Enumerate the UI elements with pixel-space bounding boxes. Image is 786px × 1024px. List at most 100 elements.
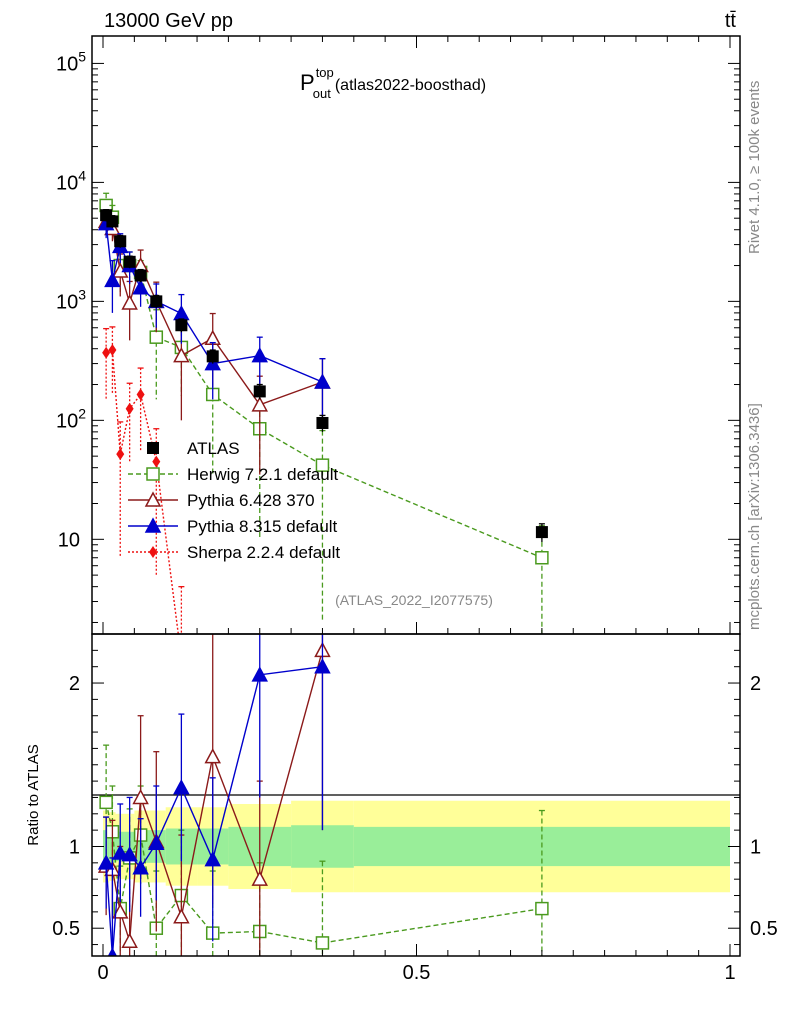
- data-point: [535, 550, 549, 565]
- energy-label: 13000 GeV pp: [104, 10, 233, 32]
- series-4: [102, 326, 185, 664]
- ratio-series-3: [97, 634, 331, 956]
- legend-marker: [149, 546, 157, 558]
- ratio-line: [105, 665, 323, 956]
- data-point: [251, 347, 269, 363]
- ratio-point: [111, 903, 129, 919]
- ratio-y-tick-label: 1: [69, 836, 80, 858]
- data-point: [104, 271, 121, 288]
- ratio-y-tick-label: 2: [69, 673, 80, 695]
- legend-marker: [147, 442, 159, 454]
- data-point: [106, 215, 119, 228]
- ratio-y-tick-label-right: 1: [750, 836, 761, 858]
- data-point: [206, 350, 219, 363]
- data-point: [121, 294, 138, 310]
- axis-tick-labels: 0 0.5 1 10 102 103 104 105 0.5 0.5 1 1 2 2: [52, 48, 778, 984]
- data-point: [535, 526, 548, 539]
- legend-label: Pythia 8.315 default: [187, 517, 338, 536]
- legend-label: Pythia 6.428 370: [187, 491, 315, 510]
- series-line: [105, 223, 323, 383]
- ratio-y-tick-label: 0.5: [52, 918, 80, 940]
- legend-entry: ATLAS: [147, 439, 240, 458]
- data-point: [114, 235, 127, 248]
- plot-title: Ptop out (atlas2022-boosthad): [300, 65, 486, 101]
- x-tick-label: 0: [97, 962, 108, 984]
- legend-marker: [144, 517, 162, 533]
- data-point: [149, 330, 164, 344]
- title-subscript: out: [313, 86, 331, 101]
- ratio-point: [121, 846, 138, 862]
- legend-entry: Pythia 8.315 default: [128, 517, 338, 536]
- rivet-version-label: Rivet 4.1.0, ≥ 100k events: [746, 81, 763, 254]
- ratio-axis-label: Ratio to ATLAS: [25, 744, 42, 845]
- x-tick-label: 1: [724, 962, 735, 984]
- x-tick-label: 0.5: [403, 962, 431, 984]
- data-point: [251, 396, 269, 412]
- ratio-point: [99, 795, 113, 810]
- ratio-panel-series: [97, 634, 549, 956]
- data-point: [152, 455, 161, 468]
- y-tick-label: 104: [56, 167, 86, 194]
- y-tick-label: 102: [56, 405, 86, 432]
- data-point: [150, 295, 163, 308]
- ratio-point: [111, 844, 129, 860]
- ratio-uncertainty-bands: [103, 800, 730, 893]
- y-tick-label: 10: [58, 529, 80, 551]
- data-point: [102, 346, 111, 359]
- data-point: [316, 416, 329, 429]
- analysis-tag: (ATLAS_2022_I2077575): [335, 592, 493, 608]
- legend-marker: [144, 491, 162, 507]
- data-point: [125, 402, 134, 415]
- ratio-point: [121, 932, 138, 949]
- legend-entry: Sherpa 2.2.4 default: [128, 543, 340, 562]
- ratio-point: [148, 834, 165, 850]
- series-line: [105, 348, 179, 634]
- ratio-point: [97, 854, 115, 870]
- ratio-point: [173, 779, 190, 795]
- data-point: [173, 347, 190, 363]
- ratio-point: [314, 658, 331, 674]
- data-point: [134, 269, 147, 282]
- ratio-point: [315, 936, 330, 950]
- ratio-point: [204, 850, 221, 867]
- data-point: [108, 344, 117, 357]
- data-point: [253, 385, 266, 398]
- ratio-point: [251, 870, 269, 886]
- data-point: [177, 652, 185, 664]
- data-point: [123, 255, 136, 268]
- axis-ticks: [92, 36, 740, 956]
- mcplots-reference-label: mcplots.cern.ch [arXiv:1306.3436]: [746, 403, 763, 630]
- process-label: tt̄: [725, 10, 737, 32]
- y-tick-label: 103: [56, 286, 86, 313]
- legend-label: Herwig 7.2.1 default: [187, 465, 338, 484]
- legend-label: Sherpa 2.2.4 default: [187, 543, 340, 562]
- data-point: [175, 319, 188, 332]
- legend-label: ATLAS: [187, 439, 240, 458]
- legend-entry: Herwig 7.2.1 default: [128, 465, 338, 484]
- ratio-point: [251, 666, 269, 682]
- ratio-point: [132, 788, 149, 805]
- y-tick-label: 105: [56, 48, 86, 75]
- ratio-point: [173, 908, 190, 924]
- data-point: [315, 458, 330, 472]
- ratio-point: [132, 859, 149, 875]
- title-superscript: top: [316, 65, 334, 80]
- data-point: [136, 388, 145, 401]
- title-suffix: (atlas2022-boosthad): [335, 77, 486, 94]
- data-point: [314, 373, 331, 389]
- legend-marker: [146, 467, 160, 481]
- data-point: [116, 448, 125, 461]
- ratio-point: [535, 901, 549, 916]
- legend-entry: Pythia 6.428 370: [128, 491, 315, 510]
- ratio-point: [204, 748, 221, 764]
- data-point: [173, 304, 190, 321]
- title-main: P: [300, 70, 315, 95]
- data-point: [132, 279, 149, 295]
- legend: ATLAS Herwig 7.2.1 default Pythia 6.428 37…: [128, 439, 340, 562]
- main-panel-series: [97, 192, 549, 664]
- ratio-y-tick-label-right: 2: [750, 673, 761, 695]
- ratio-y-tick-label-right: 0.5: [750, 918, 778, 940]
- ratio-line: [105, 650, 324, 942]
- series-0: [100, 209, 548, 542]
